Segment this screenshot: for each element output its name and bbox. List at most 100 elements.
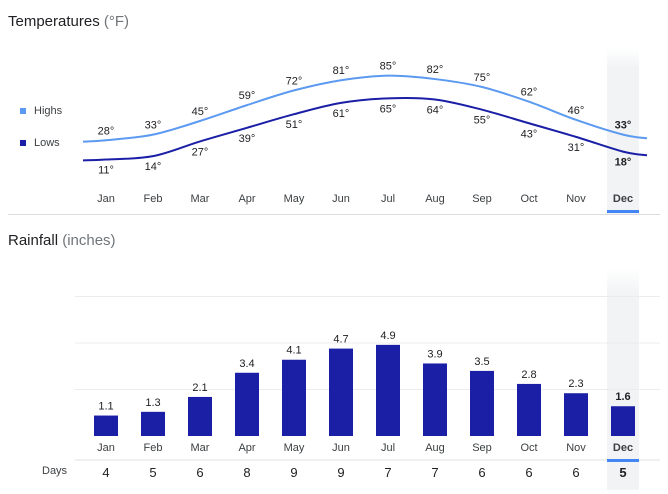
rainfall-title: Rainfall (inches) <box>8 232 116 249</box>
highs-label-jan: 28° <box>98 125 115 137</box>
highs-label-dec: 33° <box>615 120 632 132</box>
temp-month-label-apr: Apr <box>238 193 255 205</box>
lows-line <box>82 96 648 162</box>
highs-label-oct: 62° <box>521 87 538 99</box>
lows-label-mar: 27° <box>192 146 209 158</box>
rain-bar-oct <box>517 383 541 436</box>
rain-bar-aug <box>423 363 447 436</box>
rain-value-label-aug: 3.9 <box>427 348 442 360</box>
highs-label-feb: 33° <box>145 120 162 132</box>
rain-value-label-may: 4.1 <box>286 345 301 357</box>
rain-bar-jan <box>94 415 118 436</box>
rain-month-label-oct: Oct <box>520 442 537 454</box>
temp-month-label-aug: Aug <box>425 193 445 205</box>
lows-label-aug: 64° <box>427 104 444 116</box>
temp-month-label-jun: Jun <box>332 193 350 205</box>
rain-month-label-feb: Feb <box>144 442 163 454</box>
temp-month-label-oct: Oct <box>520 193 537 205</box>
lows-label-sep: 55° <box>474 115 491 127</box>
temp-month-label-may: May <box>284 193 305 205</box>
rain-days-dec: 5 <box>619 465 626 480</box>
rain-value-label-jul: 4.9 <box>380 330 395 342</box>
rain-days-jan: 4 <box>102 465 109 480</box>
rain-days-mar: 6 <box>196 465 203 480</box>
rain-days-jun: 9 <box>337 465 344 480</box>
temperature-title-text: Temperatures <box>8 13 100 30</box>
rain-value-label-jun: 4.7 <box>333 334 348 346</box>
highs-label-apr: 59° <box>239 90 256 102</box>
rain-bar-may <box>282 359 306 436</box>
rain-value-label-feb: 1.3 <box>145 397 160 409</box>
temp-month-label-mar: Mar <box>191 193 210 205</box>
highs-label-jun: 81° <box>333 65 350 77</box>
rain-bar-dec <box>611 406 635 436</box>
rain-days-sep: 6 <box>478 465 485 480</box>
rain-month-label-nov: Nov <box>566 442 586 454</box>
lows-label-dec: 18° <box>615 157 632 169</box>
lows-label-may: 51° <box>286 119 303 131</box>
selected-month-highlight-rain <box>607 268 639 490</box>
rain-value-label-dec: 1.6 <box>615 391 630 403</box>
rain-days-apr: 8 <box>243 465 250 480</box>
highs-label-nov: 46° <box>568 105 585 117</box>
rain-month-label-aug: Aug <box>425 442 445 454</box>
temp-month-label-nov: Nov <box>566 193 586 205</box>
rain-month-label-mar: Mar <box>191 442 210 454</box>
lows-label-jul: 65° <box>380 103 397 115</box>
rain-month-label-jan: Jan <box>97 442 115 454</box>
rain-days-aug: 7 <box>431 465 438 480</box>
highs-label-aug: 82° <box>427 64 444 76</box>
lows-label-nov: 31° <box>568 142 585 154</box>
rain-days-may: 9 <box>290 465 297 480</box>
section-divider <box>8 214 660 215</box>
highs-label-jul: 85° <box>380 61 397 73</box>
rain-month-label-jun: Jun <box>332 442 350 454</box>
rain-month-label-sep: Sep <box>472 442 492 454</box>
legend-lows-label: Lows <box>34 137 60 149</box>
rain-days-feb: 5 <box>149 465 156 480</box>
temp-month-label-dec: Dec <box>613 193 633 205</box>
rain-value-label-jan: 1.1 <box>98 401 113 413</box>
rain-value-label-oct: 2.8 <box>521 369 536 381</box>
lows-label-oct: 43° <box>521 128 538 140</box>
temp-month-label-sep: Sep <box>472 193 492 205</box>
rain-bar-jul <box>376 344 400 436</box>
temp-selected-indicator <box>607 210 639 213</box>
rain-bar-mar <box>188 396 212 436</box>
rain-bar-sep <box>470 370 494 436</box>
legend-lows: Lows <box>20 137 60 149</box>
lows-label-feb: 14° <box>145 161 162 173</box>
temp-month-label-jul: Jul <box>381 193 395 205</box>
rain-days-jul: 7 <box>384 465 391 480</box>
rainfall-title-text: Rainfall <box>8 232 59 249</box>
temperature-unit: (°F) <box>103 13 130 30</box>
rain-month-label-dec: Dec <box>613 442 633 454</box>
temp-month-label-feb: Feb <box>144 193 163 205</box>
highs-label-may: 72° <box>286 75 303 87</box>
rain-value-label-nov: 2.3 <box>568 378 583 390</box>
rain-value-label-mar: 2.1 <box>192 382 207 394</box>
days-label: Days <box>42 465 68 477</box>
legend-highs: Highs <box>20 105 62 117</box>
rain-value-label-sep: 3.5 <box>474 356 489 368</box>
legend-highs-label: Highs <box>34 105 63 117</box>
legend-highs-swatch <box>20 108 26 115</box>
highs-label-mar: 45° <box>192 106 209 118</box>
temp-month-label-jan: Jan <box>97 193 115 205</box>
rain-bar-nov <box>564 393 588 436</box>
rain-month-label-may: May <box>284 442 305 454</box>
rain-value-label-apr: 3.4 <box>239 358 254 370</box>
legend-lows-swatch <box>20 140 26 147</box>
rain-days-oct: 6 <box>525 465 532 480</box>
rain-days-nov: 6 <box>572 465 579 480</box>
lows-label-jun: 61° <box>333 108 350 120</box>
rain-month-label-apr: Apr <box>238 442 255 454</box>
highs-line <box>82 74 648 143</box>
lows-label-jan: 11° <box>98 165 114 177</box>
rainfall-unit: (inches) <box>62 232 116 249</box>
rain-bar-feb <box>141 411 165 436</box>
rain-month-label-jul: Jul <box>381 442 395 454</box>
rain-selected-indicator <box>607 459 639 462</box>
rain-bar-jun <box>329 348 353 436</box>
